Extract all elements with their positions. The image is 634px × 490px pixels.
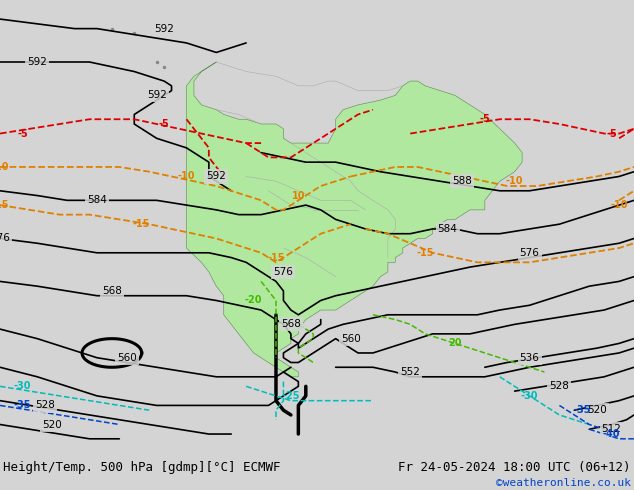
Text: 592: 592	[154, 24, 174, 34]
Text: 568: 568	[102, 286, 122, 296]
Text: -10: -10	[0, 162, 9, 172]
Text: 520: 520	[587, 405, 607, 415]
Text: -15: -15	[417, 248, 434, 258]
Text: -5: -5	[17, 128, 28, 139]
Text: -15: -15	[0, 200, 9, 210]
Text: -35: -35	[13, 400, 31, 411]
Text: -10: -10	[611, 200, 628, 210]
Text: Fr 24-05-2024 18:00 UTC (06+12): Fr 24-05-2024 18:00 UTC (06+12)	[398, 461, 631, 474]
Text: -25: -25	[282, 391, 300, 401]
Text: 592: 592	[207, 172, 226, 181]
Text: 10: 10	[292, 191, 305, 200]
Text: 528: 528	[35, 400, 55, 411]
Text: -5: -5	[158, 119, 169, 129]
Text: -20: -20	[245, 295, 262, 305]
Text: -10: -10	[506, 176, 524, 186]
Text: 512: 512	[602, 424, 621, 434]
Text: -15: -15	[267, 252, 285, 263]
Polygon shape	[186, 62, 522, 377]
Text: 520: 520	[42, 419, 62, 430]
Text: -35: -35	[573, 405, 590, 415]
Text: Height/Temp. 500 hPa [gdmp][°C] ECMWF: Height/Temp. 500 hPa [gdmp][°C] ECMWF	[3, 461, 281, 474]
Text: -30: -30	[521, 391, 538, 401]
Text: -30: -30	[13, 381, 31, 392]
Text: 576: 576	[273, 267, 294, 277]
Text: -5: -5	[479, 114, 490, 124]
Text: 528: 528	[550, 381, 569, 392]
Text: 592: 592	[27, 57, 47, 67]
Text: 560: 560	[340, 334, 361, 343]
Text: 592: 592	[146, 90, 167, 100]
Text: 588: 588	[453, 176, 472, 186]
Text: 584: 584	[437, 224, 458, 234]
Text: ©weatheronline.co.uk: ©weatheronline.co.uk	[496, 478, 631, 488]
Text: 576: 576	[0, 233, 10, 244]
Text: 576: 576	[520, 248, 540, 258]
Text: 20: 20	[448, 339, 462, 348]
Text: -5: -5	[606, 128, 617, 139]
Text: -15: -15	[133, 219, 150, 229]
Text: 536: 536	[520, 353, 540, 363]
Text: -40: -40	[603, 429, 621, 439]
Text: 552: 552	[400, 367, 420, 377]
Text: 584: 584	[87, 196, 107, 205]
Text: -10: -10	[178, 172, 195, 181]
Text: 560: 560	[117, 353, 137, 363]
Text: 568: 568	[281, 319, 301, 329]
